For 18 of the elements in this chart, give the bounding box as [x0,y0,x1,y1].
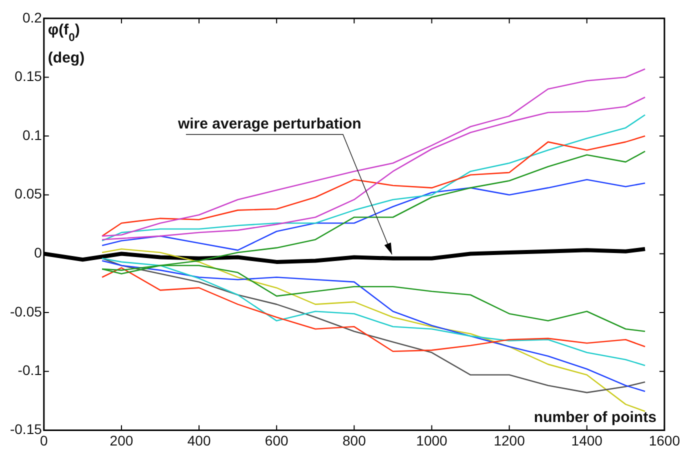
y-tick-label: -0.1 [18,362,42,378]
annotation: wire average perturbation [176,115,362,132]
x-tick-label: 1000 [416,432,448,448]
x-tick-label: 800 [342,432,366,448]
x-tick-label: 600 [264,432,288,448]
y-tick-label: 0.05 [14,186,42,202]
y-tick-label: -0.05 [10,303,42,320]
y-tick-label: 0.1 [22,126,42,143]
y-tick-label: -0.15 [10,421,42,438]
y-tick-label: 0.15 [14,68,42,84]
x-tick-label: 1400 [571,432,603,448]
y-tick-label: 0.2 [22,9,42,26]
x-tick-label: 200 [110,432,134,448]
y-tick-label: 0 [34,244,42,261]
x-tick-label: 1200 [494,432,526,448]
x-tick-label: 400 [187,432,211,448]
x-axis-title: number of points [534,409,656,426]
x-tick-label: 1600 [648,432,680,448]
